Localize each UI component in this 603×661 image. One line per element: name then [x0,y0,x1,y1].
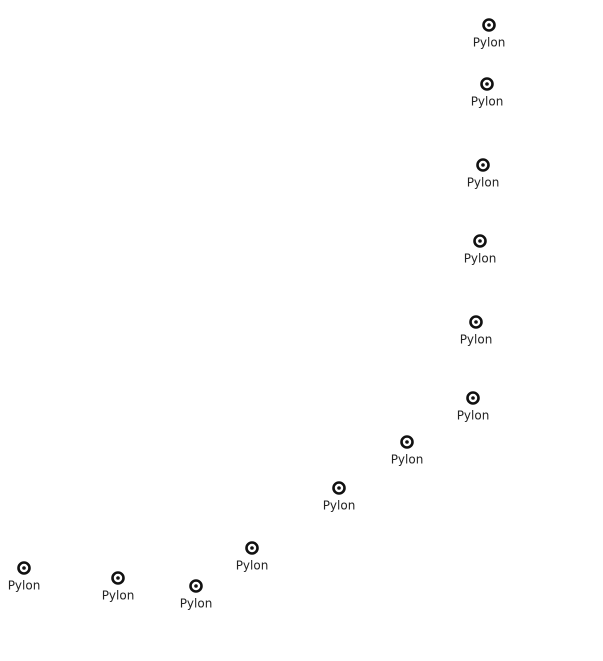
pylon-marker[interactable]: Pylon [8,561,41,593]
marker-dot [405,440,409,444]
pylon-marker[interactable]: Pylon [391,435,424,467]
marker-label: Pylon [391,453,424,467]
pylon-marker[interactable]: Pylon [102,571,135,603]
marker-label: Pylon [323,499,356,513]
marker-label: Pylon [236,559,269,573]
marker-label: Pylon [471,95,504,109]
pylon-marker[interactable]: Pylon [467,158,500,190]
marker-dot [250,546,254,550]
marker-dot [474,320,478,324]
pylon-marker[interactable]: Pylon [180,579,213,611]
marker-dot [478,239,482,243]
marker-label: Pylon [473,36,506,50]
marker-dot [485,82,489,86]
marker-label: Pylon [180,597,213,611]
pylon-marker[interactable]: Pylon [457,391,490,423]
pylon-marker[interactable]: Pylon [464,234,497,266]
pylon-marker[interactable]: Pylon [471,77,504,109]
marker-label: Pylon [460,333,493,347]
pylon-marker[interactable]: Pylon [473,18,506,50]
marker-label: Pylon [467,176,500,190]
marker-label: Pylon [464,252,497,266]
marker-dot [194,584,198,588]
pylon-marker[interactable]: Pylon [460,315,493,347]
marker-dot [337,486,341,490]
marker-dot [471,396,475,400]
marker-label: Pylon [457,409,490,423]
marker-label: Pylon [8,579,41,593]
marker-dot [481,163,485,167]
pylon-marker[interactable]: Pylon [323,481,356,513]
marker-dot [116,576,120,580]
pylon-marker[interactable]: Pylon [236,541,269,573]
marker-dot [487,23,491,27]
marker-label: Pylon [102,589,135,603]
marker-dot [22,566,26,570]
